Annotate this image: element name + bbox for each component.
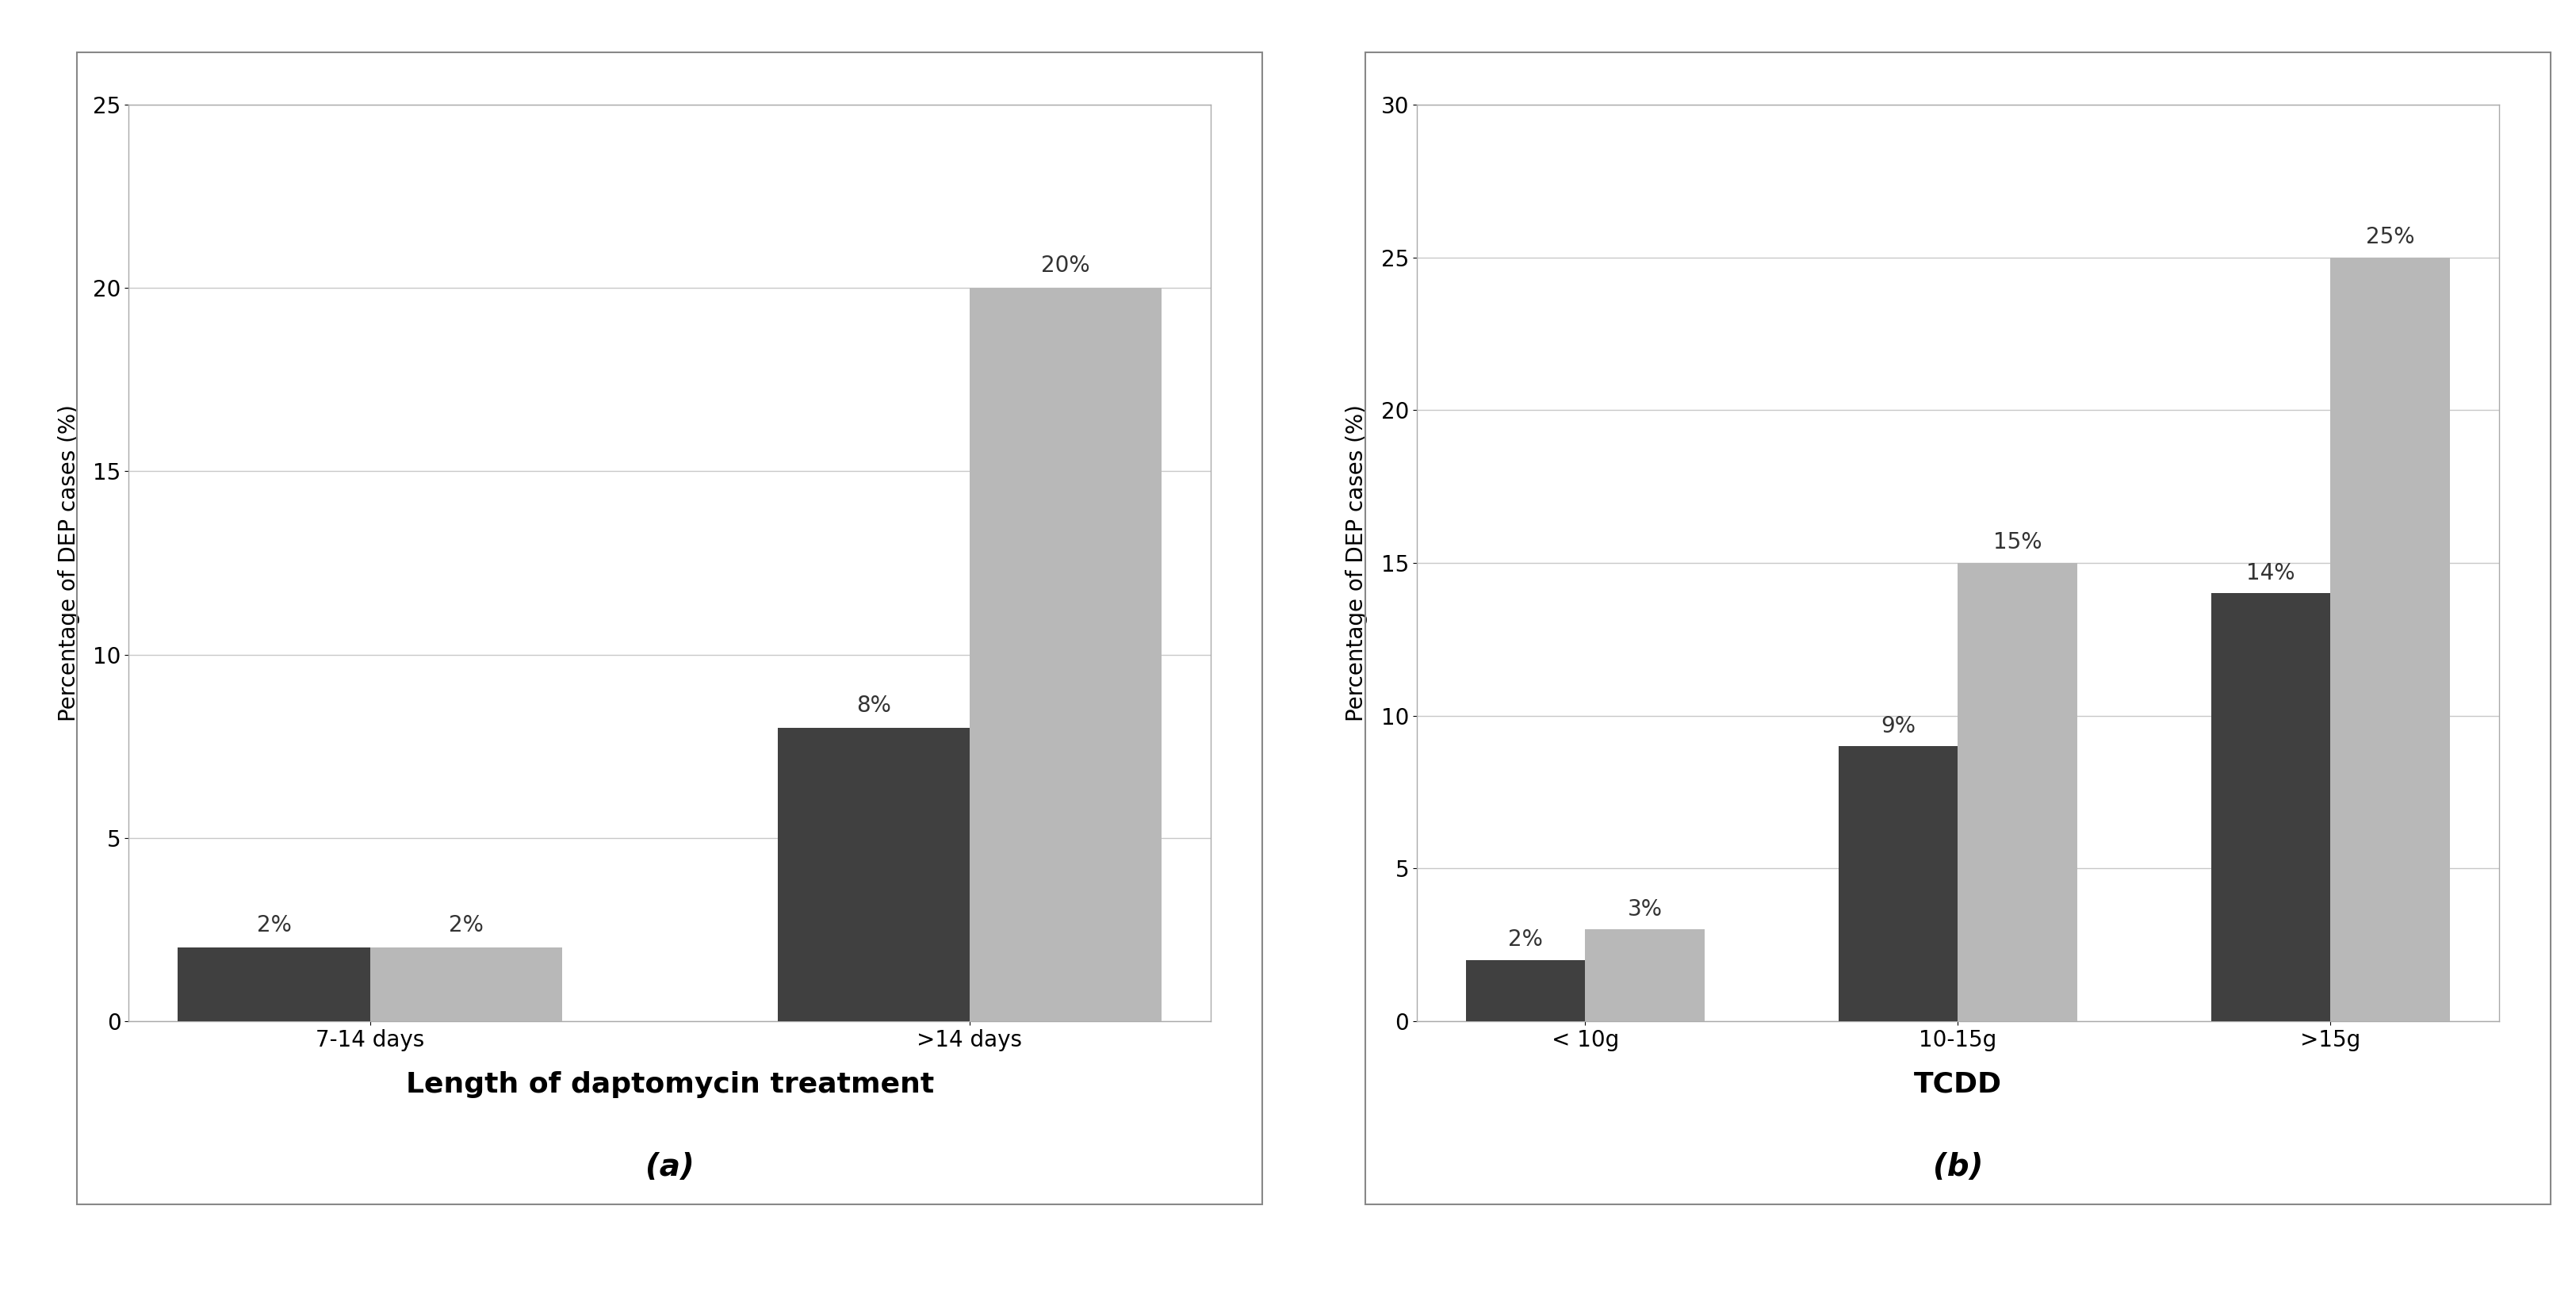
Bar	[1839, 746, 1958, 1021]
Bar	[1584, 929, 1705, 1021]
Y-axis label: Percentage of DEP cases (%): Percentage of DEP cases (%)	[57, 404, 80, 721]
Text: 9%: 9%	[1880, 715, 1917, 737]
Text: 8%: 8%	[855, 695, 891, 717]
Text: 3%: 3%	[1628, 898, 1662, 920]
Text: 14%: 14%	[2246, 562, 2295, 584]
Text: 2%: 2%	[258, 915, 291, 937]
Text: (b): (b)	[1932, 1152, 1984, 1182]
Bar	[778, 728, 969, 1021]
X-axis label: Length of daptomycin treatment: Length of daptomycin treatment	[404, 1071, 935, 1098]
Bar	[2331, 258, 2450, 1021]
Text: 20%: 20%	[1041, 255, 1090, 278]
Text: (a): (a)	[644, 1152, 696, 1182]
Bar	[1958, 563, 2076, 1021]
Y-axis label: Percentage of DEP cases (%): Percentage of DEP cases (%)	[1345, 404, 1368, 721]
Bar	[371, 948, 562, 1021]
X-axis label: TCDD: TCDD	[1914, 1071, 2002, 1098]
Bar	[178, 948, 371, 1021]
Text: 2%: 2%	[448, 915, 484, 937]
Text: 25%: 25%	[2365, 226, 2414, 249]
Bar	[1466, 959, 1584, 1021]
Text: 2%: 2%	[1507, 928, 1543, 950]
Bar	[2210, 593, 2331, 1021]
Text: 15%: 15%	[1994, 531, 2043, 554]
Bar	[969, 288, 1162, 1021]
